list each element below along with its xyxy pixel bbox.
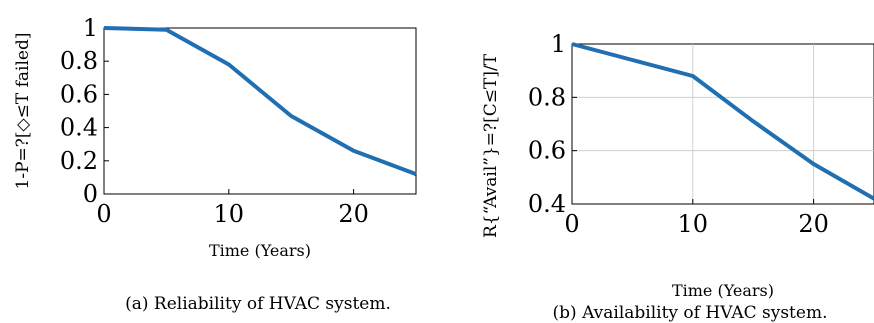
y-tick-label: 0 (83, 180, 98, 208)
x-tick-label: 20 (798, 210, 829, 238)
x-tick-label: 10 (214, 200, 245, 228)
y-tick-label: 0.6 (528, 137, 566, 165)
y-axis-label: R{“Avail”}=?[C≤T]/T (481, 53, 501, 238)
x-tick-label: 20 (338, 200, 369, 228)
x-tick-label: 0 (96, 200, 111, 228)
reliability-chart: 0 0.2 0.4 0.6 0.8 1 0 10 20 1-P=?[◇≤T failed] T… (13, 14, 417, 314)
x-tick-label: 0 (564, 210, 579, 238)
y-tick-label: 0.4 (60, 114, 98, 142)
caption: (a) Reliability of HVAC system. (125, 294, 391, 314)
caption: (b) Availability of HVAC system. (553, 303, 828, 323)
y-tick-label: 0.8 (528, 83, 566, 111)
x-axis-label: Time (Years) (209, 241, 311, 260)
y-tick-label: 0.4 (528, 190, 566, 218)
series-line (103, 26, 417, 176)
y-tick-label: 0.8 (60, 47, 98, 75)
y-tick-label: 1 (551, 30, 566, 58)
x-tick-label: 10 (678, 210, 709, 238)
y-axis-label: 1-P=?[◇≤T failed] (13, 33, 33, 190)
y-tick-label: 1 (83, 14, 98, 42)
plot-frame (103, 27, 417, 195)
y-tick-label: 0.6 (60, 80, 98, 108)
plot-frame (571, 43, 874, 205)
availability-chart: 0.4 0.6 0.8 1 0 10 20 R{“Avail”}=?[C≤T]/T Tim… (481, 30, 874, 323)
x-axis-label: Time (Years) (672, 281, 774, 300)
y-tick-label: 0.2 (60, 147, 98, 175)
series-line (571, 42, 874, 201)
